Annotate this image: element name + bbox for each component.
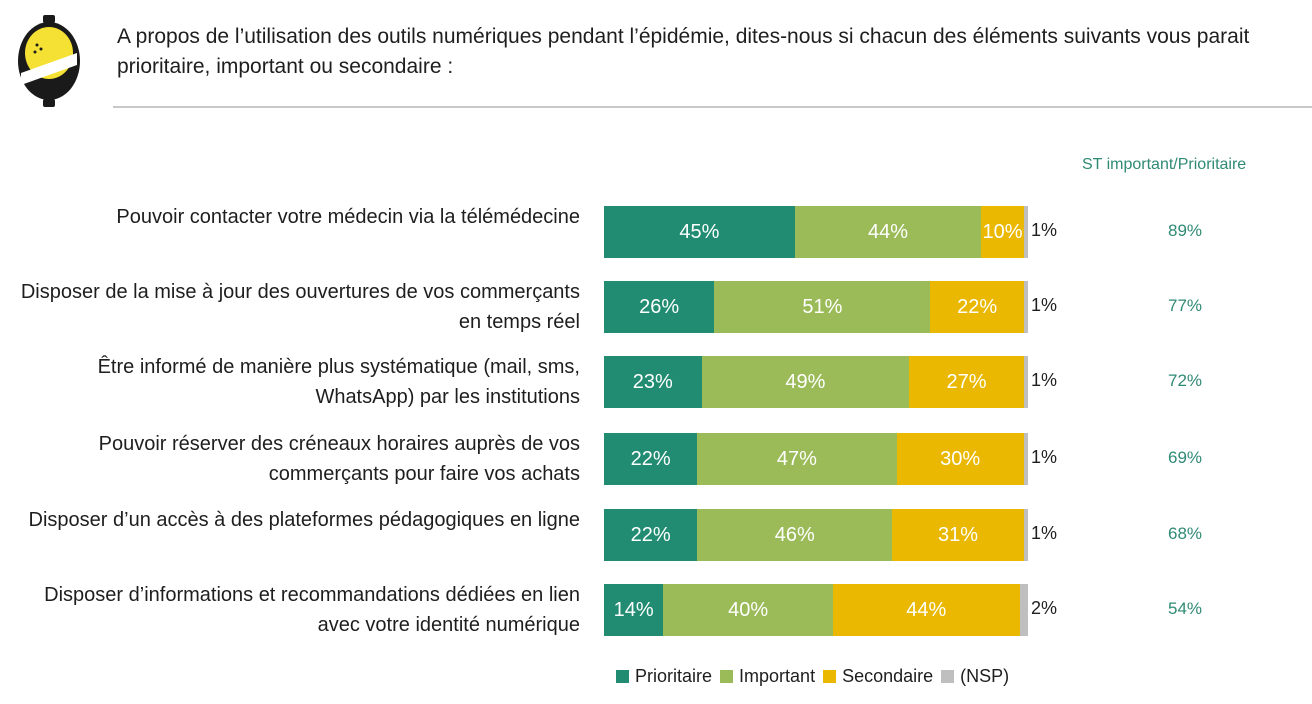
legend-swatch	[823, 670, 837, 683]
nsp-data-label: 2%	[1031, 598, 1058, 618]
data-label: 22%	[957, 295, 998, 318]
legend-item: Important	[720, 666, 815, 687]
bar-segment-prioritaire: 45%	[604, 206, 795, 258]
bar-segment-prioritaire: 26%	[604, 281, 715, 333]
category-label: Disposer d’un accès à des plateformes pé…	[28, 509, 580, 531]
bar-segment-prioritaire: 23%	[604, 356, 702, 408]
chart-legend: Prioritaire Important Secondaire (NSP)	[616, 666, 1017, 687]
summary-value: 54%	[1167, 599, 1203, 618]
category-label: Pouvoir contacter votre médecin via la t…	[116, 206, 580, 228]
nsp-data-label: 1%	[1031, 370, 1058, 390]
legend-item: Secondaire	[823, 666, 933, 687]
bar-segment-secondaire: 22%	[930, 281, 1024, 333]
bar-segment-important: 40%	[663, 584, 833, 636]
bar-segment-important: 49%	[701, 356, 910, 408]
summary-value: 89%	[1167, 221, 1203, 240]
data-label: 30%	[940, 447, 981, 470]
legend-label: Prioritaire	[635, 666, 713, 686]
data-label: 44%	[906, 598, 947, 621]
legend-swatch	[616, 670, 629, 683]
legend-item: (NSP)	[941, 666, 1009, 687]
logo-icon	[18, 15, 80, 107]
data-label: 49%	[785, 370, 826, 393]
bar-segment-secondaire: 10%	[981, 206, 1024, 258]
legend-label: (NSP)	[960, 666, 1010, 686]
bar-segment-nsp	[1023, 509, 1028, 561]
bar-segment-important: 51%	[714, 281, 931, 333]
data-label: 22%	[630, 523, 671, 546]
bar-segment-nsp	[1023, 281, 1028, 333]
nsp-data-label: 1%	[1031, 220, 1058, 240]
bar-segment-prioritaire: 14%	[604, 584, 664, 636]
bar-segment-important: 47%	[697, 433, 897, 485]
legend-swatch	[941, 670, 955, 683]
data-label: 10%	[982, 220, 1023, 243]
nsp-data-label: 1%	[1031, 447, 1058, 467]
category-label: Disposer d’informations et recommandatio…	[44, 584, 580, 636]
summary-value: 72%	[1167, 371, 1203, 390]
bar-segment-nsp	[1023, 356, 1028, 408]
bar-segment-nsp	[1023, 206, 1028, 258]
bar-segment-secondaire: 31%	[892, 509, 1024, 561]
category-label: Pouvoir réserver des créneaux horaires a…	[98, 433, 580, 485]
summary-value: 69%	[1167, 448, 1203, 467]
legend-swatch	[720, 670, 734, 683]
bar-segment-important: 46%	[697, 509, 893, 561]
summary-value: 77%	[1167, 296, 1203, 315]
bar-segment-secondaire: 27%	[909, 356, 1024, 408]
summary-value: 68%	[1167, 524, 1203, 543]
data-label: 51%	[802, 295, 843, 318]
bar-segment-important: 44%	[794, 206, 982, 258]
data-label: 40%	[728, 598, 769, 621]
bar-segment-nsp	[1023, 433, 1028, 485]
data-label: 31%	[938, 523, 979, 546]
title-divider	[113, 106, 1312, 108]
nsp-data-label: 1%	[1031, 523, 1058, 543]
data-label: 14%	[613, 598, 654, 621]
data-label: 46%	[774, 523, 815, 546]
summary-column-title: ST important/Prioritaire	[1082, 156, 1247, 173]
question-title: A propos de l’utilisation des outils num…	[117, 25, 1250, 78]
bar-segment-nsp	[1019, 584, 1028, 636]
data-label: 26%	[639, 295, 680, 318]
data-label: 23%	[632, 370, 673, 393]
data-label: 45%	[679, 220, 720, 243]
data-label: 27%	[946, 370, 987, 393]
legend-item: Prioritaire	[616, 666, 712, 687]
bar-segment-secondaire: 30%	[896, 433, 1024, 485]
category-label: Être informé de manière plus systématiqu…	[97, 356, 580, 408]
legend-label: Secondaire	[842, 666, 934, 686]
bar-segment-prioritaire: 22%	[604, 509, 698, 561]
legend-label: Important	[739, 666, 816, 686]
data-label: 44%	[868, 220, 909, 243]
category-label: Disposer de la mise à jour des ouverture…	[20, 281, 580, 333]
bar-segment-secondaire: 44%	[832, 584, 1020, 636]
data-label: 47%	[776, 447, 817, 470]
bar-segment-prioritaire: 22%	[604, 433, 698, 485]
nsp-data-label: 1%	[1031, 295, 1058, 315]
data-label: 22%	[630, 447, 671, 470]
